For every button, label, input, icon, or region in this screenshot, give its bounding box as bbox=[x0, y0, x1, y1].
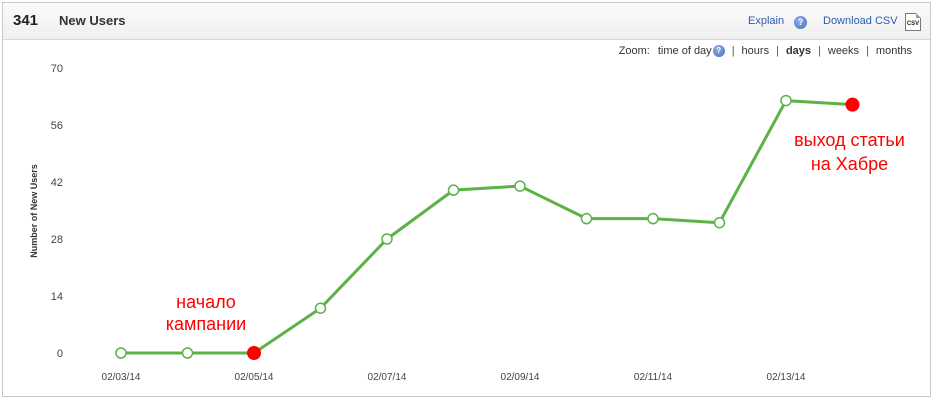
download-csv-link[interactable]: Download CSV bbox=[823, 15, 898, 27]
x-tick-label: 02/07/14 bbox=[368, 372, 407, 383]
explain-link[interactable]: Explain bbox=[748, 15, 785, 27]
help-icon[interactable]: ? bbox=[794, 16, 807, 29]
data-point[interactable] bbox=[447, 184, 460, 196]
data-point[interactable] bbox=[115, 347, 127, 359]
new-users-widget: 341 New Users Explain ? Download CSV CSV… bbox=[2, 2, 931, 397]
points-group bbox=[115, 94, 860, 360]
y-tick-label: 0 bbox=[57, 348, 63, 360]
y-tick-label: 42 bbox=[51, 177, 63, 189]
x-tick-label: 02/03/14 bbox=[102, 372, 141, 383]
y-axis-title: Number of New Users bbox=[29, 164, 39, 258]
y-tick-label: 70 bbox=[51, 63, 63, 75]
csv-file-icon[interactable]: CSV bbox=[905, 13, 921, 31]
highlight-point[interactable] bbox=[247, 346, 261, 360]
data-point[interactable] bbox=[181, 347, 194, 359]
zoom-controls: Zoom: time of day ? | hours | days | wee… bbox=[618, 45, 912, 57]
data-point[interactable] bbox=[647, 212, 659, 225]
data-point[interactable] bbox=[713, 216, 726, 229]
series-line bbox=[121, 99, 853, 355]
y-axis: 0 14 28 42 56 70 bbox=[51, 63, 63, 360]
annotations-group: начало кампании выход статьи на Хабре bbox=[166, 130, 905, 334]
widget-title: New Users bbox=[59, 13, 126, 28]
zoom-option-time-of-day[interactable]: time of day bbox=[657, 45, 712, 57]
y-tick-label: 14 bbox=[51, 291, 63, 303]
zoom-option-months[interactable]: months bbox=[875, 45, 912, 57]
y-tick-label: 28 bbox=[51, 234, 63, 246]
zoom-option-hours[interactable]: hours bbox=[741, 45, 770, 57]
x-tick-label: 02/09/14 bbox=[501, 372, 540, 383]
annotation-label: начало кампании bbox=[166, 292, 246, 334]
zoom-help-icon[interactable]: ? bbox=[712, 45, 725, 57]
data-point[interactable] bbox=[381, 233, 393, 245]
x-tick-label: 02/11/14 bbox=[634, 372, 673, 383]
data-point[interactable] bbox=[514, 180, 526, 192]
data-point[interactable] bbox=[314, 302, 327, 314]
zoom-option-days[interactable]: days bbox=[785, 45, 812, 57]
series-group bbox=[121, 99, 853, 355]
zoom-label: Zoom: bbox=[618, 45, 650, 57]
annotation-label: выход статьи на Хабре bbox=[794, 130, 905, 174]
user-count: 341 bbox=[13, 12, 39, 29]
y-tick-label: 56 bbox=[51, 120, 63, 132]
x-axis: 02/03/14 02/05/14 02/07/14 02/09/14 02/11/14… bbox=[102, 372, 806, 383]
data-point[interactable] bbox=[580, 212, 593, 225]
widget-header: 341 New Users Explain ? Download CSV CSV bbox=[3, 3, 930, 40]
zoom-option-weeks[interactable]: weeks bbox=[827, 45, 860, 57]
data-point[interactable] bbox=[780, 94, 792, 107]
x-tick-label: 02/05/14 bbox=[235, 372, 274, 383]
highlight-point[interactable] bbox=[845, 97, 860, 112]
x-tick-label: 02/13/14 bbox=[767, 372, 806, 383]
